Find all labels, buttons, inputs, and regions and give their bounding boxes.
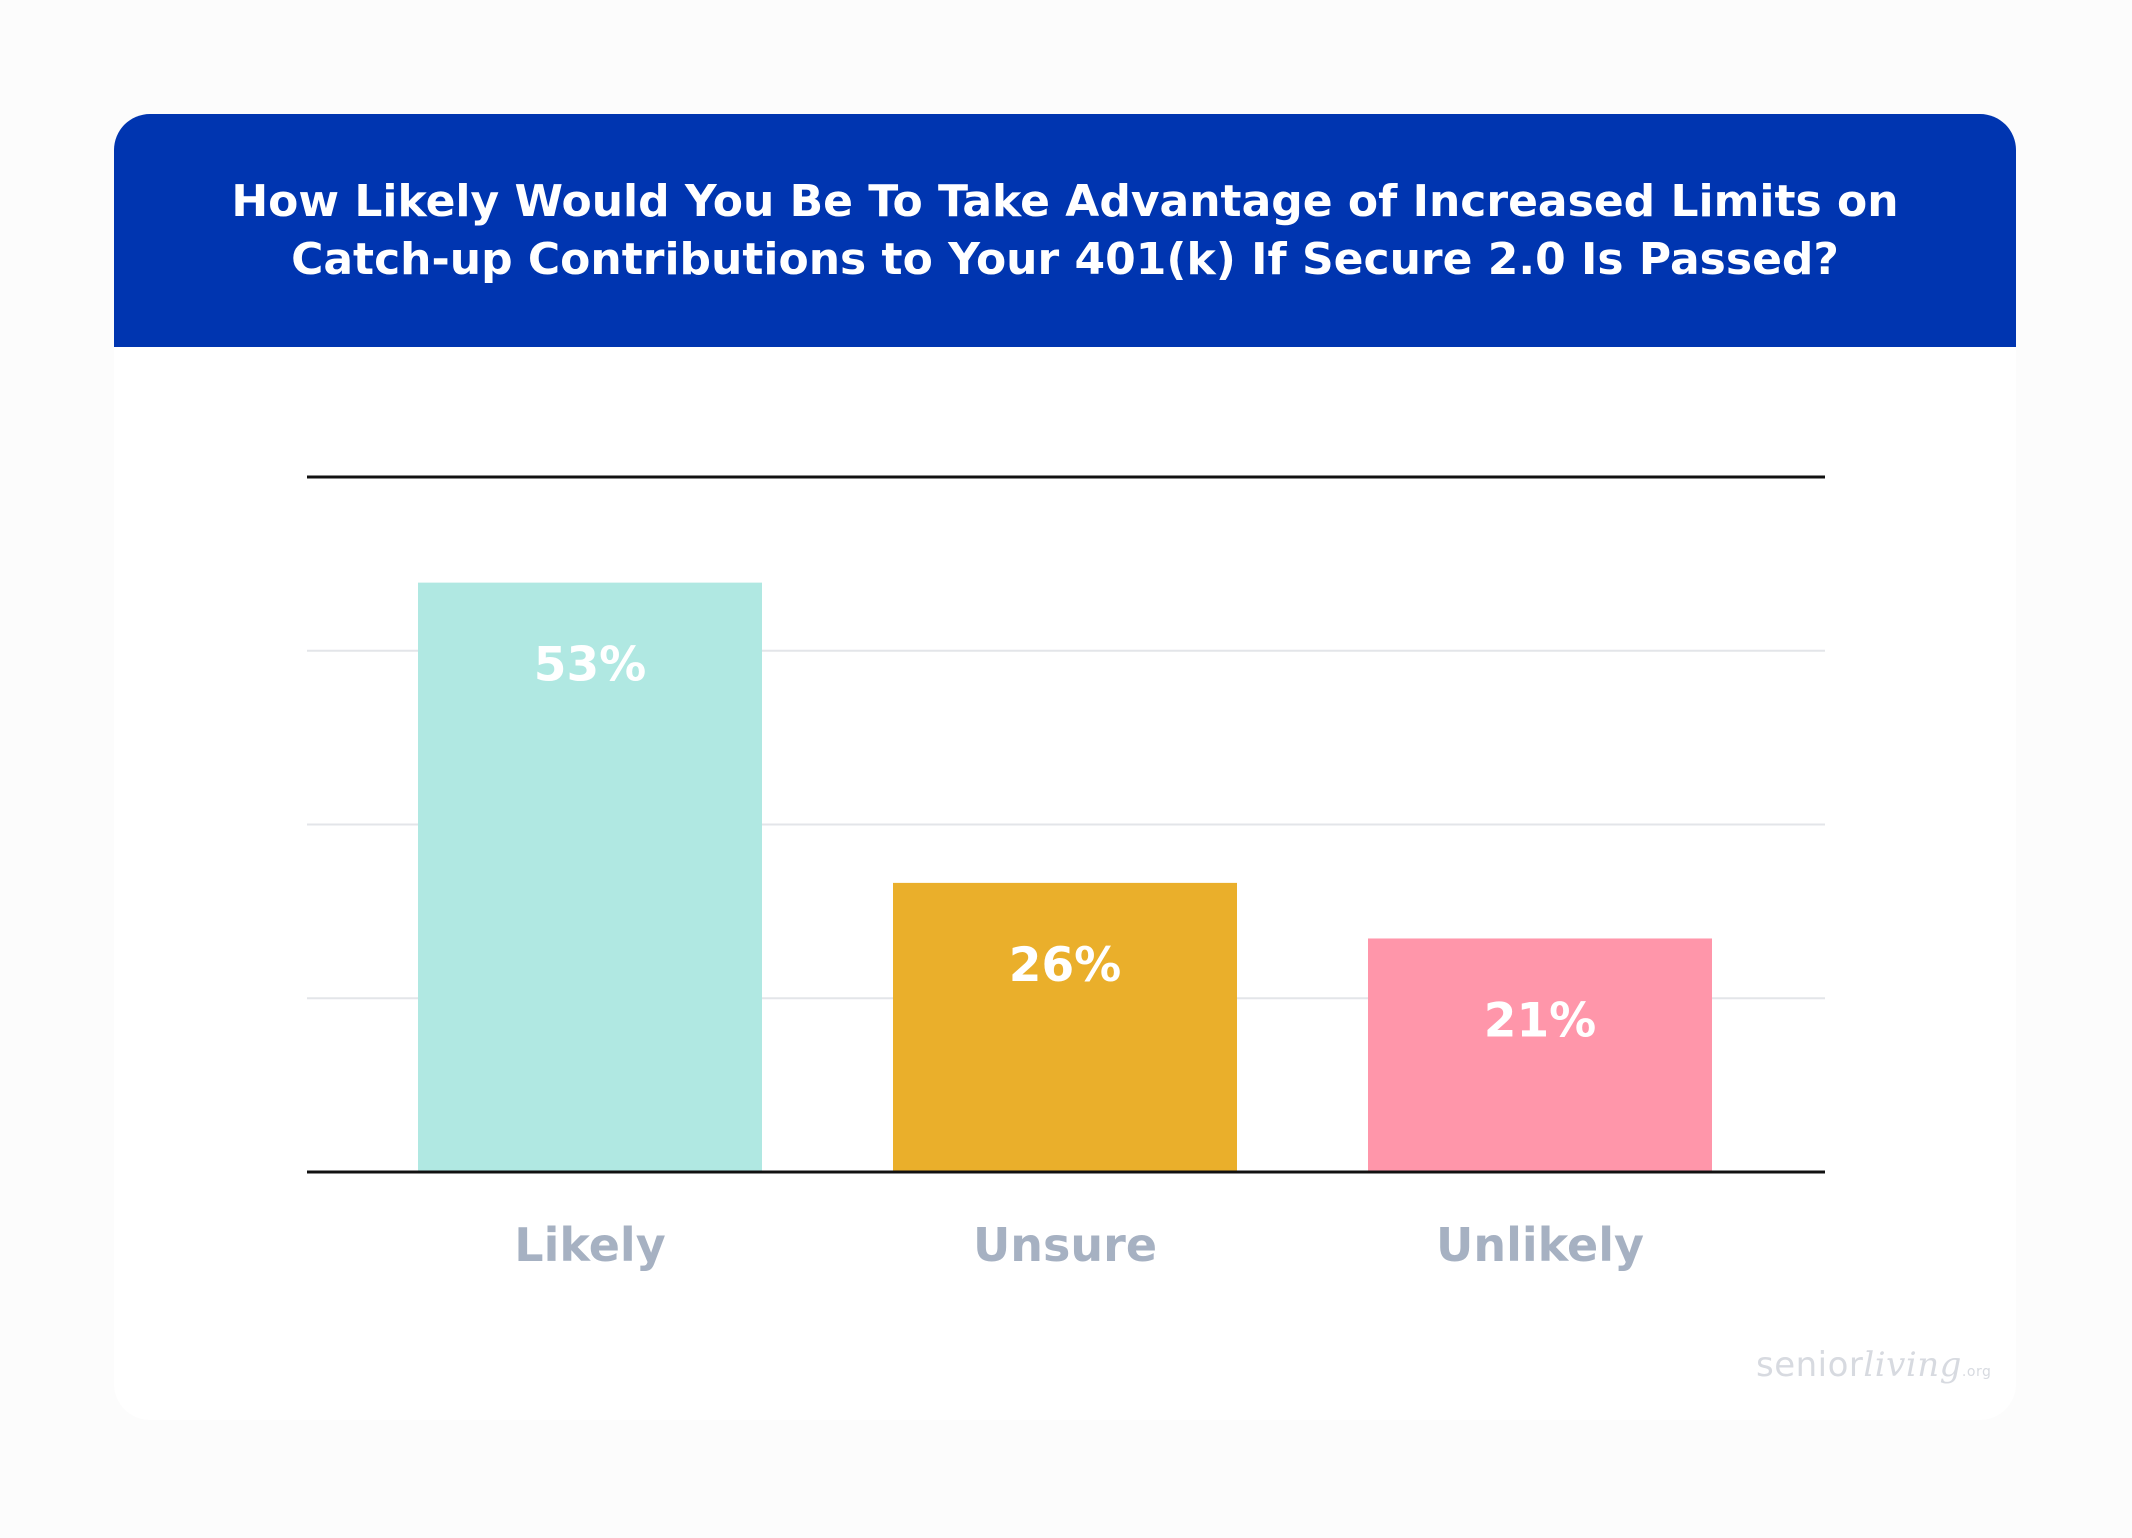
chart-title: How Likely Would You Be To Take Advantag… <box>231 175 1899 285</box>
category-label: Unsure <box>973 1218 1157 1272</box>
category-label: Unlikely <box>1436 1218 1644 1272</box>
chart-header: How Likely Would You Be To Take Advantag… <box>114 114 2016 347</box>
bar-value-label: 53% <box>534 638 647 693</box>
category-label: Likely <box>514 1218 665 1272</box>
bar-value-label: 26% <box>1009 938 1122 993</box>
bar-likely <box>418 582 762 1172</box>
bar-unsure <box>893 882 1237 1172</box>
bar-value-label: 21% <box>1484 993 1597 1048</box>
bar-unlikely <box>1368 938 1712 1172</box>
seniorliving-logo: seniorliving.org <box>1756 1345 1992 1385</box>
